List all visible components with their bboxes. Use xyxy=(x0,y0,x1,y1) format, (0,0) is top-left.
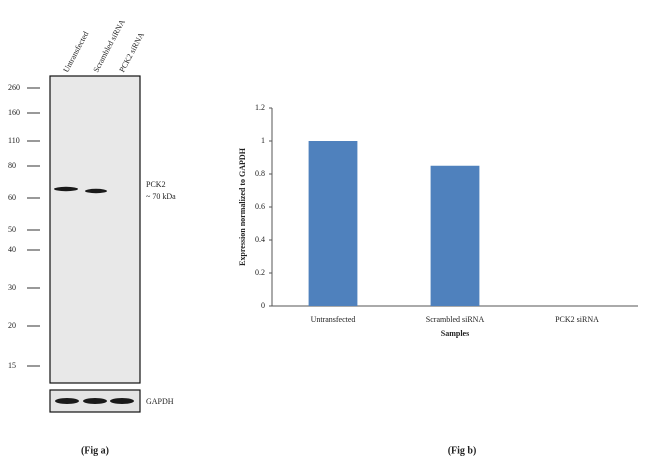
bar xyxy=(430,165,480,306)
y-tick-label: 1 xyxy=(261,136,265,145)
blot-band xyxy=(85,188,107,194)
marker-label: 160 xyxy=(8,108,20,117)
x-axis-label: Samples xyxy=(441,329,469,338)
marker-label: 260 xyxy=(8,83,20,92)
y-tick-label: 0.8 xyxy=(255,169,265,178)
bar xyxy=(308,141,358,306)
lane-label: Untransfected xyxy=(61,30,90,74)
y-tick-label: 0 xyxy=(261,301,265,310)
y-tick-label: 0.4 xyxy=(255,235,265,244)
band-label: PCK2 xyxy=(146,180,166,189)
band-size: ~ 70 kDa xyxy=(146,192,176,201)
gapdh-band xyxy=(110,398,134,404)
gapdh-band xyxy=(55,398,79,404)
caption-a: (Fig a) xyxy=(81,445,109,456)
marker-label: 40 xyxy=(8,245,16,254)
blot-membrane xyxy=(49,75,141,384)
marker-label: 60 xyxy=(8,193,16,202)
y-tick-label: 0.2 xyxy=(255,268,265,277)
gapdh-label: GAPDH xyxy=(146,397,174,406)
y-tick-label: 1.2 xyxy=(255,103,265,112)
x-tick-label: Untransfected xyxy=(311,315,356,324)
caption-b: (Fig b) xyxy=(448,445,477,456)
lane-label: PCK2 siRNA xyxy=(117,31,146,74)
marker-label: 110 xyxy=(8,136,20,145)
y-axis-label: Expression normalized to GAPDH xyxy=(238,147,247,266)
marker-label: 30 xyxy=(8,283,16,292)
gapdh-band xyxy=(83,398,107,404)
x-tick-label: Scrambled siRNA xyxy=(426,315,485,324)
marker-label: 50 xyxy=(8,225,16,234)
marker-label: 80 xyxy=(8,161,16,170)
x-tick-label: PCK2 siRNA xyxy=(555,315,599,324)
marker-label: 15 xyxy=(8,361,16,370)
blot-band xyxy=(54,186,78,192)
marker-label: 20 xyxy=(8,321,16,330)
y-tick-label: 0.6 xyxy=(255,202,265,211)
